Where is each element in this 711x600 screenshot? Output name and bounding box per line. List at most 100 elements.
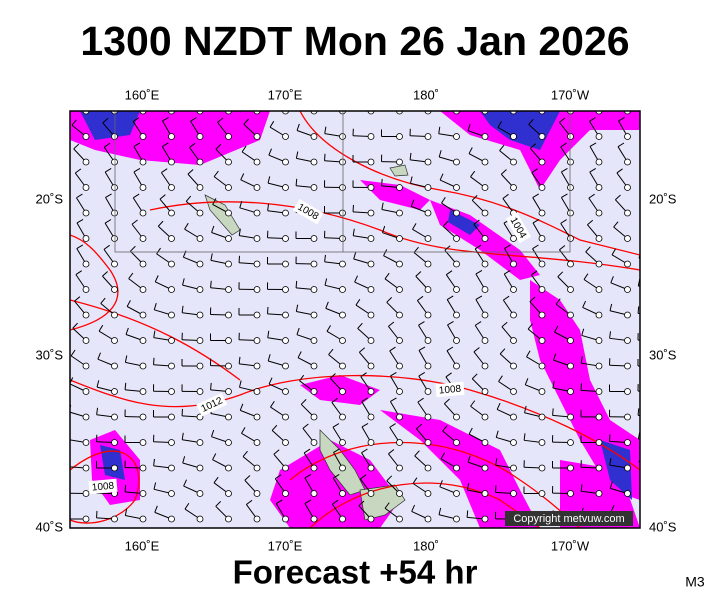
wind-barb [133,167,141,173]
wind-barb [499,348,506,355]
wind-barb [583,273,589,280]
wind-barb [595,388,603,395]
wind-barb [567,133,574,140]
wind-barb [390,397,397,402]
wind-barb [367,490,375,497]
wind-barb [225,286,232,293]
wind-barb [474,244,482,250]
wind-barb [269,120,275,128]
wind-barb [481,235,489,242]
wind-barb [503,270,511,275]
wind-barb [139,286,147,293]
wind-barb [510,337,517,344]
wind-barb [139,464,147,472]
wind-barb [510,158,517,166]
wind-barb [310,158,318,166]
wind-barb [503,295,510,301]
wind-barb [453,490,460,497]
wind-barb [653,363,659,369]
wind-barb [243,118,249,125]
wind-barb [182,456,186,464]
wind-barb [105,193,112,198]
wind-barb [396,209,403,217]
copyright-box [505,511,633,526]
wind-barb [595,133,603,140]
wind-barb [453,362,460,370]
wind-barb [225,133,232,140]
wind-barb [418,372,426,377]
wind-barb [528,118,534,125]
wind-barb [268,377,273,385]
wind-barb [396,260,403,268]
wind-barb [196,286,204,293]
wind-barb [139,515,147,523]
wind-barb [446,270,453,276]
wind-barb [538,413,546,421]
wind-barb [560,219,567,224]
wind-barb [367,337,375,344]
isobar-label: 1008 [91,481,115,494]
wind-barb [588,92,594,96]
wind-barb [481,439,489,446]
wind-barb [453,184,460,191]
wind-barb [282,388,289,395]
wind-barb [225,235,232,242]
wind-barb [453,133,460,140]
wind-barb [638,461,640,463]
wind-barb [396,490,403,497]
lat-label: 40˚S [649,519,677,534]
wind-barb [438,150,442,158]
wind-barb [538,464,546,472]
wind-barb [282,464,289,472]
wind-barb [282,439,289,446]
wind-barb [168,235,175,242]
wind-barb [424,464,432,472]
wind-barb [624,133,631,140]
wind-barb [466,510,469,518]
wind-barb [560,142,567,148]
wind-barb [481,184,489,191]
wind-barb [524,405,527,413]
wind-barb [295,151,299,159]
wind-barb [70,96,74,102]
wind-barb [282,337,289,344]
wind-barb [225,439,232,446]
wind-barb [624,260,631,268]
wind-barb [282,413,289,421]
wind-barb [310,235,318,242]
wind-barb [481,413,489,421]
wind-barb [124,484,127,492]
wind-barb [104,168,112,173]
wind-barb [168,337,175,344]
wind-barb [360,474,367,480]
wind-barb [471,194,478,201]
wind-barb [645,144,651,148]
wind-barb [103,142,111,148]
wind-barb [196,133,204,140]
wind-barb [567,413,574,421]
wind-barb [332,474,340,479]
wind-barb [424,184,432,191]
wind-barb [70,349,76,357]
wind-barb [299,374,305,382]
wind-barb [481,388,489,395]
wind-barb [111,184,118,191]
wind-barb [310,311,318,319]
wind-barb [312,111,314,112]
wind-barb [653,210,659,216]
wind-barb [396,133,403,140]
wind-barb [415,271,422,277]
wind-barb [424,362,432,370]
wind-barb [389,423,396,428]
wind-barb [396,337,403,344]
wind-barb [246,499,253,505]
wind-barb [497,121,502,128]
wind-barb [168,464,175,472]
wind-barb [390,371,397,377]
wind-barb [538,362,546,370]
wind-barb [396,515,403,523]
wind-barb [538,184,546,191]
wind-barb [624,490,631,497]
wind-barb [282,133,289,140]
wind-barb [653,491,659,497]
